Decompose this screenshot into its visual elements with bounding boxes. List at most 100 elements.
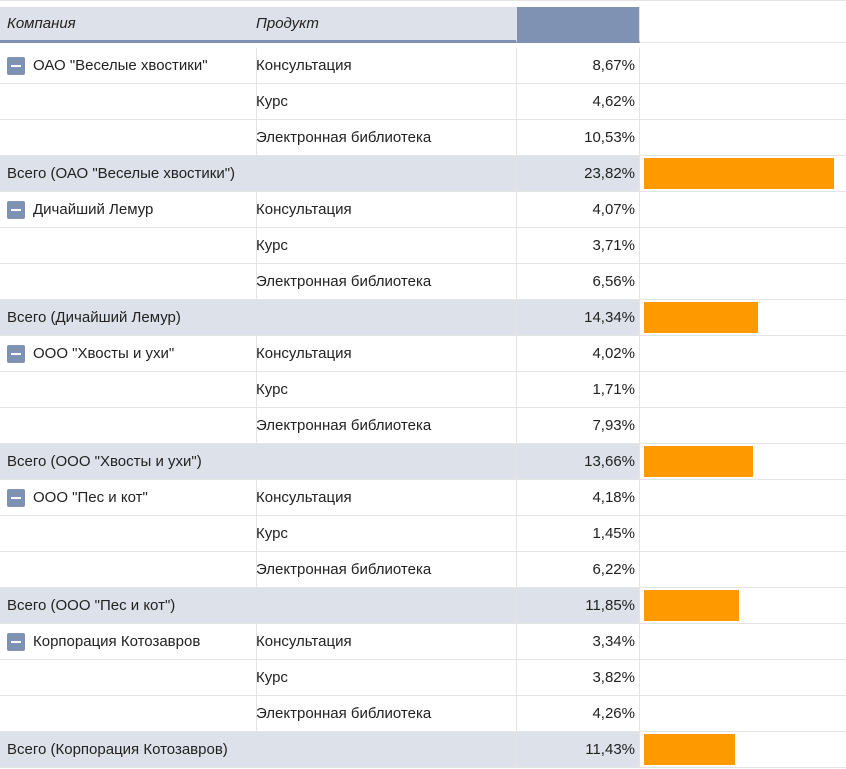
bar-cell-empty — [640, 696, 846, 732]
total-product-empty — [250, 444, 517, 480]
company-cell-empty — [0, 516, 257, 552]
table-row: Дичайший Лемур Консультация 4,07% — [0, 192, 846, 228]
total-data-bar — [644, 590, 739, 621]
total-label: Всего (Дичайший Лемур) — [0, 300, 257, 336]
total-value: 13,66% — [517, 444, 640, 480]
company-cell: ОАО "Веселые хвостики" — [0, 48, 257, 84]
header-value[interactable] — [517, 7, 640, 43]
company-cell: ООО "Пес и кот" — [0, 480, 257, 516]
table-row: Курс 4,62% — [0, 84, 846, 120]
collapse-group-icon[interactable] — [7, 632, 25, 651]
total-data-bar — [644, 302, 758, 333]
bar-cell-empty — [640, 624, 846, 660]
table-row: ОАО "Веселые хвостики" Консультация 8,67% — [0, 48, 846, 84]
table-header-row: Компания Продукт — [0, 7, 846, 43]
company-name: Корпорация Котозавров — [33, 633, 201, 650]
company-name: Дичайший Лемур — [33, 201, 154, 218]
bar-cell-empty — [640, 48, 846, 84]
total-row: Всего (ООО "Пес и кот") 11,85% — [0, 588, 846, 624]
product-cell: Консультация — [250, 48, 517, 84]
total-data-bar — [644, 446, 753, 477]
table-row: Курс 3,71% — [0, 228, 846, 264]
value-cell: 3,34% — [517, 624, 640, 660]
value-cell: 1,71% — [517, 372, 640, 408]
company-name: ООО "Хвосты и ухи" — [33, 345, 175, 362]
total-label: Всего (ОАО "Веселые хвостики") — [0, 156, 257, 192]
bar-cell-empty — [640, 84, 846, 120]
product-cell: Консультация — [250, 480, 517, 516]
company-cell-empty — [0, 120, 257, 156]
total-row: Всего (ОАО "Веселые хвостики") 23,82% — [0, 156, 846, 192]
table-row: Курс 1,71% — [0, 372, 846, 408]
table-row: Электронная библиотека 7,93% — [0, 408, 846, 444]
bar-cell-empty — [640, 192, 846, 228]
bar-cell-empty — [640, 408, 846, 444]
product-cell: Курс — [250, 84, 517, 120]
collapse-group-icon[interactable] — [7, 488, 25, 507]
total-product-empty — [250, 300, 517, 336]
company-cell-empty — [0, 372, 257, 408]
bar-cell-empty — [640, 336, 846, 372]
company-cell-empty — [0, 264, 257, 300]
bar-cell-empty — [640, 372, 846, 408]
total-label: Всего (ООО "Хвосты и ухи") — [0, 444, 257, 480]
total-data-bar — [644, 158, 834, 189]
product-cell: Курс — [250, 372, 517, 408]
value-cell: 1,45% — [517, 516, 640, 552]
company-cell-empty — [0, 228, 257, 264]
company-cell: ООО "Хвосты и ухи" — [0, 336, 257, 372]
company-cell: Корпорация Котозавров — [0, 624, 257, 660]
collapse-group-icon[interactable] — [7, 344, 25, 363]
value-cell: 6,22% — [517, 552, 640, 588]
bar-cell-empty — [640, 660, 846, 696]
value-cell: 6,56% — [517, 264, 640, 300]
total-bar-cell — [640, 156, 846, 192]
product-cell: Консультация — [250, 624, 517, 660]
collapse-group-icon[interactable] — [7, 56, 25, 75]
product-cell: Электронная библиотека — [250, 120, 517, 156]
bar-cell-empty — [640, 552, 846, 588]
table-row: ООО "Хвосты и ухи" Консультация 4,02% — [0, 336, 846, 372]
total-product-empty — [250, 156, 517, 192]
table-row: ООО "Пес и кот" Консультация 4,18% — [0, 480, 846, 516]
company-cell: Дичайший Лемур — [0, 192, 257, 228]
company-name: ООО "Пес и кот" — [33, 489, 148, 506]
product-cell: Курс — [250, 228, 517, 264]
company-cell-empty — [0, 84, 257, 120]
bar-cell-empty — [640, 228, 846, 264]
value-cell: 4,26% — [517, 696, 640, 732]
total-product-empty — [250, 588, 517, 624]
value-cell: 10,53% — [517, 120, 640, 156]
product-cell: Консультация — [250, 336, 517, 372]
total-data-bar — [644, 734, 735, 765]
product-cell: Электронная библиотека — [250, 696, 517, 732]
table-top-border — [0, 0, 846, 1]
bar-cell-empty — [640, 120, 846, 156]
value-cell: 4,62% — [517, 84, 640, 120]
company-cell-empty — [0, 660, 257, 696]
header-company[interactable]: Компания — [0, 7, 257, 43]
total-bar-cell — [640, 732, 846, 768]
value-cell: 4,18% — [517, 480, 640, 516]
total-bar-cell — [640, 444, 846, 480]
total-row: Всего (Корпорация Котозавров) 11,43% — [0, 732, 846, 768]
company-cell-empty — [0, 408, 257, 444]
bar-cell-empty — [640, 480, 846, 516]
total-value: 11,43% — [517, 732, 640, 768]
total-bar-cell — [640, 300, 846, 336]
collapse-group-icon[interactable] — [7, 200, 25, 219]
total-value: 23,82% — [517, 156, 640, 192]
table-row: Корпорация Котозавров Консультация 3,34% — [0, 624, 846, 660]
value-cell: 3,71% — [517, 228, 640, 264]
product-cell: Электронная библиотека — [250, 264, 517, 300]
header-product[interactable]: Продукт — [250, 7, 517, 43]
value-cell: 4,07% — [517, 192, 640, 228]
bar-cell-empty — [640, 516, 846, 552]
value-cell: 3,82% — [517, 660, 640, 696]
bar-cell-empty — [640, 264, 846, 300]
product-cell: Электронная библиотека — [250, 552, 517, 588]
table-row: Электронная библиотека 4,26% — [0, 696, 846, 732]
table-row: Курс 1,45% — [0, 516, 846, 552]
company-cell-empty — [0, 696, 257, 732]
table-row: Электронная библиотека 10,53% — [0, 120, 846, 156]
